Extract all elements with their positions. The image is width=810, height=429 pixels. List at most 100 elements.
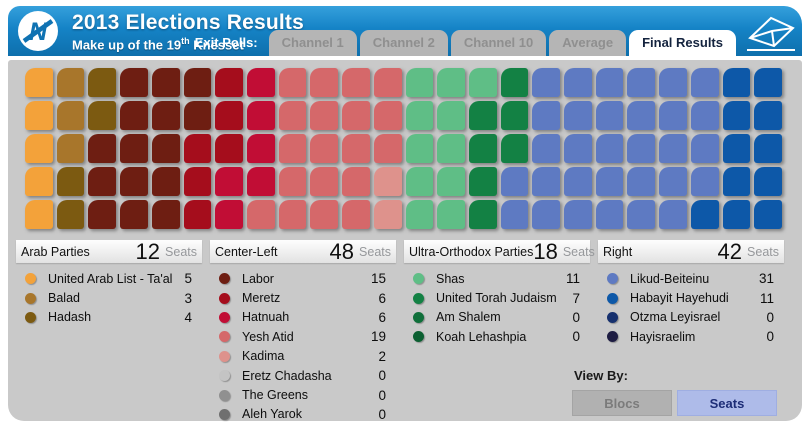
party-color-dot <box>219 273 230 285</box>
seat-yesh-atid <box>310 134 339 163</box>
party-seat-count: 15 <box>370 271 386 287</box>
view-by-label: View By: <box>574 368 628 383</box>
seat-hadash <box>56 200 85 229</box>
party-name: The Greens <box>242 388 309 403</box>
seat-habayit-hayehudi <box>722 167 751 196</box>
seat-likud-beiteinu <box>564 200 592 229</box>
seat-yesh-atid <box>342 134 370 163</box>
party-seat-count: 0 <box>378 368 386 384</box>
seat-likud-beiteinu <box>500 200 529 229</box>
seat-likud-beiteinu <box>564 101 592 130</box>
party-color-dot <box>219 331 230 343</box>
seat-united-arab-list-ta-al <box>25 167 53 196</box>
seat-likud-beiteinu <box>627 101 656 130</box>
legend-header-center-left: Center-Left 48 Seats <box>210 238 396 264</box>
seat-likud-beiteinu <box>532 134 561 163</box>
party-color-dot <box>219 311 230 323</box>
seat-yesh-atid <box>278 68 307 97</box>
tab-average[interactable]: Average <box>549 30 627 56</box>
seat-likud-beiteinu <box>532 200 561 229</box>
legend-total: 48 <box>329 238 355 264</box>
party-color-dot <box>607 273 618 285</box>
seat-likud-beiteinu <box>595 134 624 163</box>
seat-balad <box>56 134 85 163</box>
seat-yesh-atid <box>342 101 370 130</box>
party-color-dot <box>219 370 230 382</box>
seat-shas <box>405 101 434 130</box>
page-title: 2013 Elections Results <box>72 11 305 34</box>
seat-united-torah-judaism <box>500 101 529 130</box>
view-by-seats-button[interactable]: Seats <box>677 390 777 416</box>
party-seat-count: 0 <box>572 329 580 345</box>
tab-channel-2[interactable]: Channel 2 <box>359 30 448 56</box>
legend-title: Ultra-Orthodox Parties <box>409 244 534 259</box>
party-seat-count: 11 <box>565 271 580 287</box>
seat-labor <box>120 134 148 163</box>
party-name: Kadima <box>242 349 285 364</box>
legend-seats-label: Seats <box>747 244 779 259</box>
party-color-dot <box>219 408 230 420</box>
legend-row-hatnuah: Hatnuah 6 <box>210 308 396 327</box>
seat-meretz <box>183 134 212 163</box>
tab-final-results[interactable]: Final Results <box>629 30 736 56</box>
seat-balad <box>56 68 85 97</box>
party-seat-count: 19 <box>370 329 386 345</box>
party-name: Eretz Chadasha <box>242 368 332 383</box>
seat-likud-beiteinu <box>564 68 592 97</box>
seat-meretz <box>215 134 243 163</box>
seat-yesh-atid <box>342 200 370 229</box>
tab-channel-10[interactable]: Channel 10 <box>450 30 547 56</box>
legend-rows: Labor 15 Meretz 6 Hatnuah 6 Yesh Atid 19 Kadima 2… <box>210 269 396 424</box>
news-circle-logo-icon: N <box>17 10 59 52</box>
seat-likud-beiteinu <box>627 68 656 97</box>
results-panel: Arab Parties 12 Seats United Arab List - Ta… <box>8 60 802 424</box>
header: N 2013 Elections Results Make up of the … <box>8 6 802 56</box>
legend-total: 12 <box>135 238 161 264</box>
seat-labor <box>151 167 180 196</box>
party-color-dot <box>413 331 424 343</box>
seat-labor <box>88 167 117 196</box>
party-color-dot <box>25 273 36 285</box>
seat-habayit-hayehudi <box>754 200 782 229</box>
envelope-icon[interactable] <box>745 12 797 59</box>
view-by-blocs-button[interactable]: Blocs <box>572 390 672 416</box>
party-seat-count: 11 <box>759 290 774 306</box>
seat-kadima <box>373 200 402 229</box>
seat-labor <box>120 68 148 97</box>
seat-likud-beiteinu <box>659 101 687 130</box>
seat-habayit-hayehudi <box>722 134 751 163</box>
legend-row-labor: Labor 15 <box>210 269 396 288</box>
party-color-dot <box>219 389 230 401</box>
seat-hatnuah <box>246 101 275 130</box>
party-seat-count: 0 <box>572 309 580 325</box>
seat-yesh-atid <box>278 200 307 229</box>
seat-likud-beiteinu <box>595 167 624 196</box>
legend-center-left: Center-Left 48 Seats Labor 15 Meretz 6 Hatnuah 6… <box>210 238 396 424</box>
seat-hadash <box>88 101 117 130</box>
legend-row-hayisraelim: Hayisraelim 0 <box>598 327 784 346</box>
seat-habayit-hayehudi <box>754 134 782 163</box>
party-color-dot <box>219 292 230 304</box>
party-name: Shas <box>436 271 465 286</box>
legend-row-am-shalem: Am Shalem 0 <box>404 308 590 327</box>
legend-seats-label: Seats <box>562 244 595 259</box>
tab-channel-1[interactable]: Channel 1 <box>268 30 357 56</box>
party-seat-count: 5 <box>184 271 192 287</box>
seat-labor <box>88 200 117 229</box>
seat-united-torah-judaism <box>468 134 497 163</box>
seat-kadima <box>373 167 402 196</box>
legend-row-yesh-atid: Yesh Atid 19 <box>210 327 396 346</box>
legend-row-habayit-hayehudi: Habayit Hayehudi 11 <box>598 288 784 307</box>
legend-row-otzma-leyisrael: Otzma Leyisrael 0 <box>598 308 784 327</box>
seat-labor <box>151 200 180 229</box>
party-color-dot <box>607 311 618 323</box>
seat-yesh-atid <box>246 200 275 229</box>
seat-likud-beiteinu <box>595 68 624 97</box>
party-seat-count: 6 <box>378 290 386 306</box>
legend-row-kadima: Kadima 2 <box>210 347 396 366</box>
seat-shas <box>405 167 434 196</box>
party-seat-count: 4 <box>184 309 192 325</box>
seat-likud-beiteinu <box>690 68 719 97</box>
seat-labor <box>88 134 117 163</box>
